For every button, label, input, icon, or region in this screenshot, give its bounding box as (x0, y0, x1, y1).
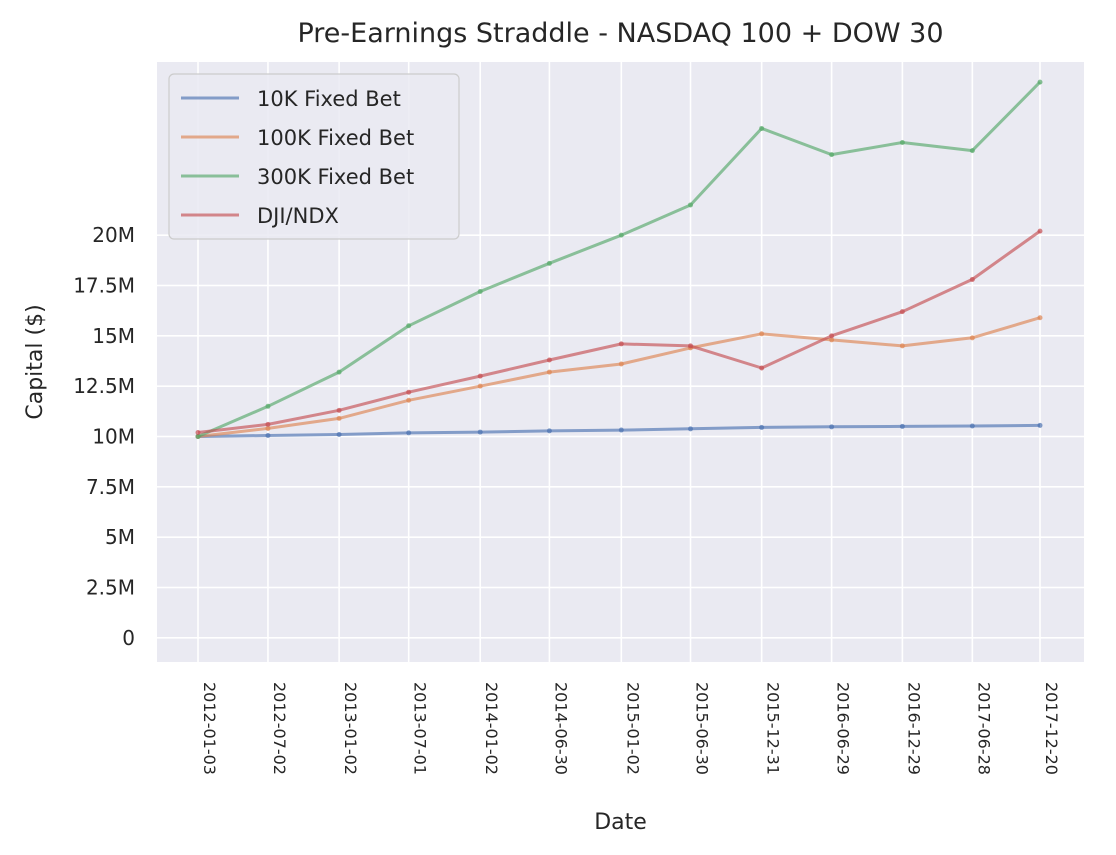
series-point (759, 125, 765, 131)
y-tick-label: 12.5M (73, 374, 135, 398)
series-point (829, 152, 835, 158)
x-tick-label: 2013-01-02 (341, 682, 360, 775)
series-point (969, 335, 975, 341)
x-axis-label: Date (594, 810, 647, 835)
x-tick-label: 2012-07-02 (270, 682, 289, 775)
series-point (759, 424, 765, 430)
legend-box (168, 73, 460, 240)
series-point (477, 429, 483, 435)
chart-title: Pre-Earnings Straddle - NASDAQ 100 + DOW… (297, 18, 943, 49)
x-tick-labels: 2012-01-03 2012-07-02 2013-01-02 2013-07-01… (200, 682, 1061, 775)
x-tick-label: 2016-12-29 (904, 682, 923, 775)
y-tick-label: 2.5M (86, 576, 135, 600)
y-tick-label: 10M (92, 424, 135, 448)
series-point (969, 148, 975, 154)
series-point (336, 415, 342, 421)
series-point (618, 361, 624, 367)
series-point (688, 426, 694, 432)
series-point (546, 260, 552, 266)
legend-label: 10K Fixed Bet (257, 87, 401, 111)
series-point (195, 429, 201, 435)
series-point (899, 343, 905, 349)
y-tick-label: 0 (122, 626, 135, 650)
series-point (829, 337, 835, 343)
series-point (618, 341, 624, 347)
y-tick-labels: 0 2.5M 5M 7.5M 10M 12.5M 15M 17.5M 20M (73, 223, 135, 650)
series-point (1037, 228, 1043, 234)
series-point (1037, 422, 1043, 428)
y-tick-label: 15M (92, 324, 135, 348)
legend-label: 300K Fixed Bet (257, 165, 414, 189)
series-point (829, 333, 835, 339)
legend-label: 100K Fixed Bet (257, 126, 414, 150)
series-point (618, 232, 624, 238)
x-tick-label: 2015-01-02 (623, 682, 642, 775)
x-tick-label: 2017-12-20 (1042, 682, 1061, 775)
series-point (477, 383, 483, 389)
series-point (969, 423, 975, 429)
x-tick-label: 2015-12-31 (764, 682, 783, 775)
series-point (688, 343, 694, 349)
x-tick-label: 2013-07-01 (411, 682, 430, 775)
series-point (969, 276, 975, 282)
series-point (477, 289, 483, 295)
series-point (899, 423, 905, 429)
legend: 10K Fixed Bet 100K Fixed Bet 300K Fixed Be… (168, 73, 460, 240)
series-point (265, 432, 271, 438)
series-point (829, 424, 835, 430)
series-point (336, 407, 342, 413)
y-tick-label: 17.5M (73, 273, 135, 297)
series-point (546, 428, 552, 434)
series-point (406, 389, 412, 395)
series-point (336, 369, 342, 375)
series-point (899, 309, 905, 315)
x-tick-label: 2017-06-28 (974, 682, 993, 775)
series-point (688, 202, 694, 208)
series-point (759, 365, 765, 371)
x-tick-label: 2016-06-29 (834, 682, 853, 775)
series-point (1037, 315, 1043, 321)
y-tick-label: 7.5M (86, 475, 135, 499)
series-point (618, 427, 624, 433)
series-point (406, 430, 412, 436)
x-tick-label: 2015-06-30 (693, 682, 712, 775)
x-tick-label: 2014-01-02 (482, 682, 501, 775)
x-tick-label: 2014-06-30 (551, 682, 570, 775)
series-point (406, 397, 412, 403)
series-point (195, 433, 201, 439)
series-point (336, 431, 342, 437)
series-lines (195, 79, 1043, 439)
series-point (477, 373, 483, 379)
y-tick-label: 5M (105, 525, 135, 549)
series-point (546, 357, 552, 363)
series-point (899, 140, 905, 146)
series-point (265, 421, 271, 427)
x-tick-label: 2012-01-03 (200, 682, 219, 775)
series-point (265, 425, 271, 431)
y-tick-label: 20M (92, 223, 135, 247)
series-point (265, 403, 271, 409)
series-point (1037, 79, 1043, 85)
series-point (759, 331, 765, 337)
series-point (546, 369, 552, 375)
legend-label: DJI/NDX (257, 204, 339, 228)
series-point (406, 323, 412, 329)
y-axis-label: Capital ($) (23, 304, 48, 419)
